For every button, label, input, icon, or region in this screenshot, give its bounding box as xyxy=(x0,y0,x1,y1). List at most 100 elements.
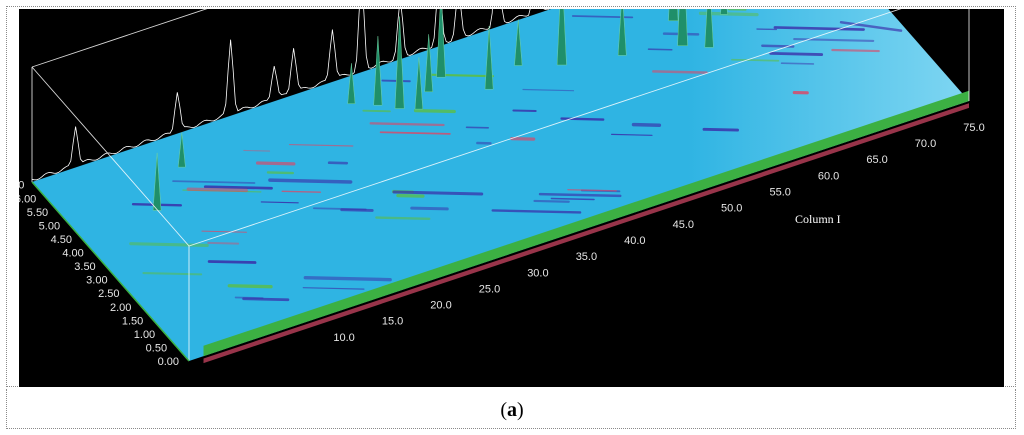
elution-band xyxy=(631,122,662,127)
y-tick-label: 6.00 xyxy=(19,193,36,205)
peak-mark xyxy=(414,57,424,110)
surface-plane xyxy=(32,9,969,361)
elution-band xyxy=(172,180,256,184)
elution-band xyxy=(243,149,271,152)
x-tick-label: 40.0 xyxy=(624,235,645,247)
x-tick-label: 50.0 xyxy=(721,203,742,215)
elution-band xyxy=(567,188,617,192)
x-axis-title: Column I xyxy=(795,212,841,226)
elution-band xyxy=(413,108,456,114)
x-tick-label: 60.0 xyxy=(818,170,839,182)
y-tick-label: 5.50 xyxy=(27,207,48,219)
y-tick-label: 3.00 xyxy=(86,275,107,287)
box-edge-back-top xyxy=(31,9,208,68)
elution-band xyxy=(550,197,595,201)
elution-band xyxy=(362,109,391,113)
y-tick-label: 0.50 xyxy=(146,342,167,354)
elution-band xyxy=(340,208,374,212)
elution-band xyxy=(260,201,299,204)
elution-band xyxy=(731,58,780,62)
elution-band xyxy=(773,26,865,31)
elution-band xyxy=(207,241,240,245)
peak-mark xyxy=(668,9,679,22)
elution-band xyxy=(647,48,673,51)
x-tick-label: 45.0 xyxy=(673,219,694,231)
peak-mark xyxy=(347,63,356,104)
elution-band xyxy=(268,178,353,184)
caption-frame xyxy=(6,389,1016,429)
elution-band xyxy=(255,161,296,166)
caption-letter: a xyxy=(507,399,517,421)
x-tick-label: 35.0 xyxy=(576,251,597,263)
caption-open: ( xyxy=(500,399,507,421)
elution-band xyxy=(201,230,247,233)
elution-band xyxy=(396,193,425,198)
elution-band xyxy=(227,284,273,289)
baseline-ridge-shadow xyxy=(203,103,969,364)
elution-band xyxy=(129,242,209,248)
peak-mark xyxy=(373,36,383,106)
elution-band xyxy=(522,88,575,92)
elution-band xyxy=(465,126,490,129)
summed-trace xyxy=(31,9,550,181)
peak-mark xyxy=(704,9,714,48)
elution-band xyxy=(142,271,203,276)
x-tick-label: 75.0 xyxy=(963,122,984,134)
elution-band xyxy=(379,131,451,135)
chart-svg: 10.0 15.0 20.0 25.0 30.0 35.0 40.0 45.0 50.0 55.0… xyxy=(19,9,985,368)
y-tick-label: 4.50 xyxy=(51,234,72,246)
x-tick-label: 10.0 xyxy=(333,332,354,344)
peak-mark xyxy=(484,25,494,90)
elution-band xyxy=(839,20,903,32)
elution-band xyxy=(491,209,582,214)
x-tick-label: 25.0 xyxy=(479,283,500,295)
x-tick-label: 30.0 xyxy=(527,267,548,279)
elution-band xyxy=(560,117,605,121)
box-edge-left-top xyxy=(31,66,190,247)
y-tick-label: 2.00 xyxy=(110,302,131,314)
elution-band xyxy=(780,62,815,65)
elution-band xyxy=(234,296,264,299)
baseline-ridge xyxy=(203,90,969,357)
peak-mark xyxy=(394,16,405,109)
peak-mark xyxy=(436,9,446,78)
elution-band xyxy=(242,297,290,302)
peak-mark xyxy=(177,132,186,168)
elution-band xyxy=(652,70,708,74)
y-tick-label: 3.50 xyxy=(74,261,95,273)
elution-band xyxy=(369,122,445,127)
chromatogram-plot: 10.0 15.0 20.0 25.0 30.0 35.0 40.0 45.0 50.0 55.0… xyxy=(19,9,1004,387)
peak-mark xyxy=(556,9,567,66)
elution-band xyxy=(375,216,431,220)
elution-band xyxy=(186,187,248,193)
x-tick-label: 65.0 xyxy=(866,154,887,166)
peak-mark xyxy=(617,9,627,56)
y-tick-label: 2.50 xyxy=(98,288,119,300)
elution-band xyxy=(512,109,537,112)
elution-band xyxy=(288,143,354,147)
peak-mark xyxy=(514,19,523,66)
peak-mark xyxy=(152,152,162,211)
peak-mark xyxy=(677,9,688,46)
figure-caption: (a) xyxy=(0,399,1024,422)
elution-band xyxy=(302,287,365,290)
y-tick-label: 4.00 xyxy=(62,248,83,260)
elution-band xyxy=(831,48,880,53)
elution-band xyxy=(410,206,449,211)
elution-band xyxy=(266,171,295,175)
box-edge-front-top xyxy=(188,9,902,247)
elution-band xyxy=(769,51,824,56)
left-edge-line xyxy=(31,181,190,362)
y-tick-label: 6.50 xyxy=(19,180,24,192)
x-tick-label: 15.0 xyxy=(382,316,403,328)
elution-band xyxy=(392,190,484,196)
y-tick-label: 1.50 xyxy=(122,315,143,327)
elution-band xyxy=(510,136,536,141)
elution-band xyxy=(281,190,322,193)
x-tick-label: 70.0 xyxy=(915,138,936,150)
elution-band xyxy=(533,199,570,203)
y-tick-label: 5.00 xyxy=(39,220,60,232)
y-tick-label: 1.00 xyxy=(134,329,155,341)
y-tick-label: 0.00 xyxy=(158,356,179,368)
peak-mark xyxy=(720,9,728,15)
